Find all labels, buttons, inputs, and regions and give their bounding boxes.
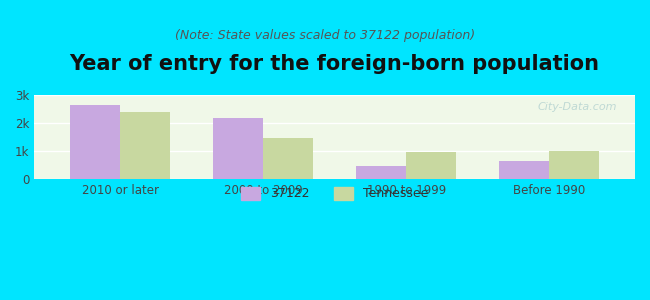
Bar bbox=[120, 112, 170, 179]
Bar bbox=[499, 160, 549, 179]
Text: (Note: State values scaled to 37122 population): (Note: State values scaled to 37122 popu… bbox=[175, 29, 475, 43]
Bar bbox=[356, 166, 406, 179]
Title: Year of entry for the foreign-born population: Year of entry for the foreign-born popul… bbox=[70, 54, 599, 74]
Legend: 37122, Tennessee: 37122, Tennessee bbox=[236, 182, 434, 205]
Bar bbox=[213, 118, 263, 179]
Bar bbox=[70, 105, 120, 179]
Text: City-Data.com: City-Data.com bbox=[538, 102, 617, 112]
Bar bbox=[549, 151, 599, 179]
Bar bbox=[406, 152, 456, 179]
Bar bbox=[263, 138, 313, 179]
